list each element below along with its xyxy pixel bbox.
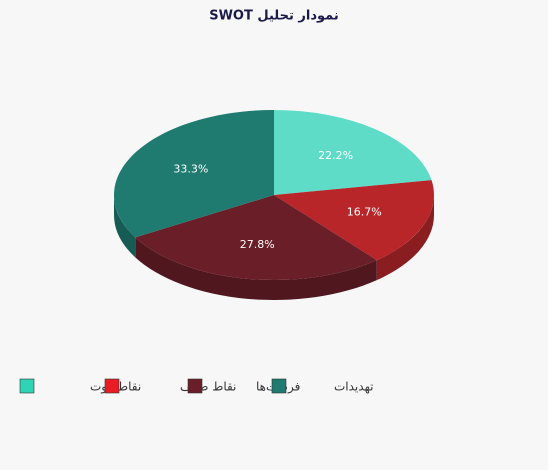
legend-swatch	[104, 378, 120, 394]
legend-swatch	[271, 378, 287, 394]
pie-slice-side	[376, 195, 434, 281]
legend-swatch	[19, 378, 35, 394]
pie-slice-side	[135, 237, 377, 301]
chart-title: نمودار تحلیل SWOT	[209, 9, 339, 24]
pie-slice	[274, 180, 434, 261]
legend-swatch	[187, 378, 203, 394]
pie-slice	[113, 110, 274, 238]
data-label: 33.3%	[173, 162, 208, 175]
data-label: 22.2%	[318, 149, 353, 162]
data-label: 16.7%	[347, 205, 382, 218]
pie-slice-side	[114, 195, 136, 258]
data-label: 27.8%	[240, 238, 275, 251]
pie-slice	[274, 110, 432, 195]
legend-label: تهدیدات	[334, 380, 373, 394]
pie-slice	[135, 195, 377, 281]
